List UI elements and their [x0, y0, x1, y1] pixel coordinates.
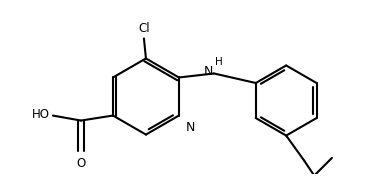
Text: N: N — [204, 65, 213, 78]
Text: O: O — [76, 157, 86, 170]
Text: Cl: Cl — [138, 22, 150, 35]
Text: N: N — [186, 121, 195, 134]
Text: HO: HO — [32, 108, 50, 121]
Text: H: H — [215, 58, 223, 67]
